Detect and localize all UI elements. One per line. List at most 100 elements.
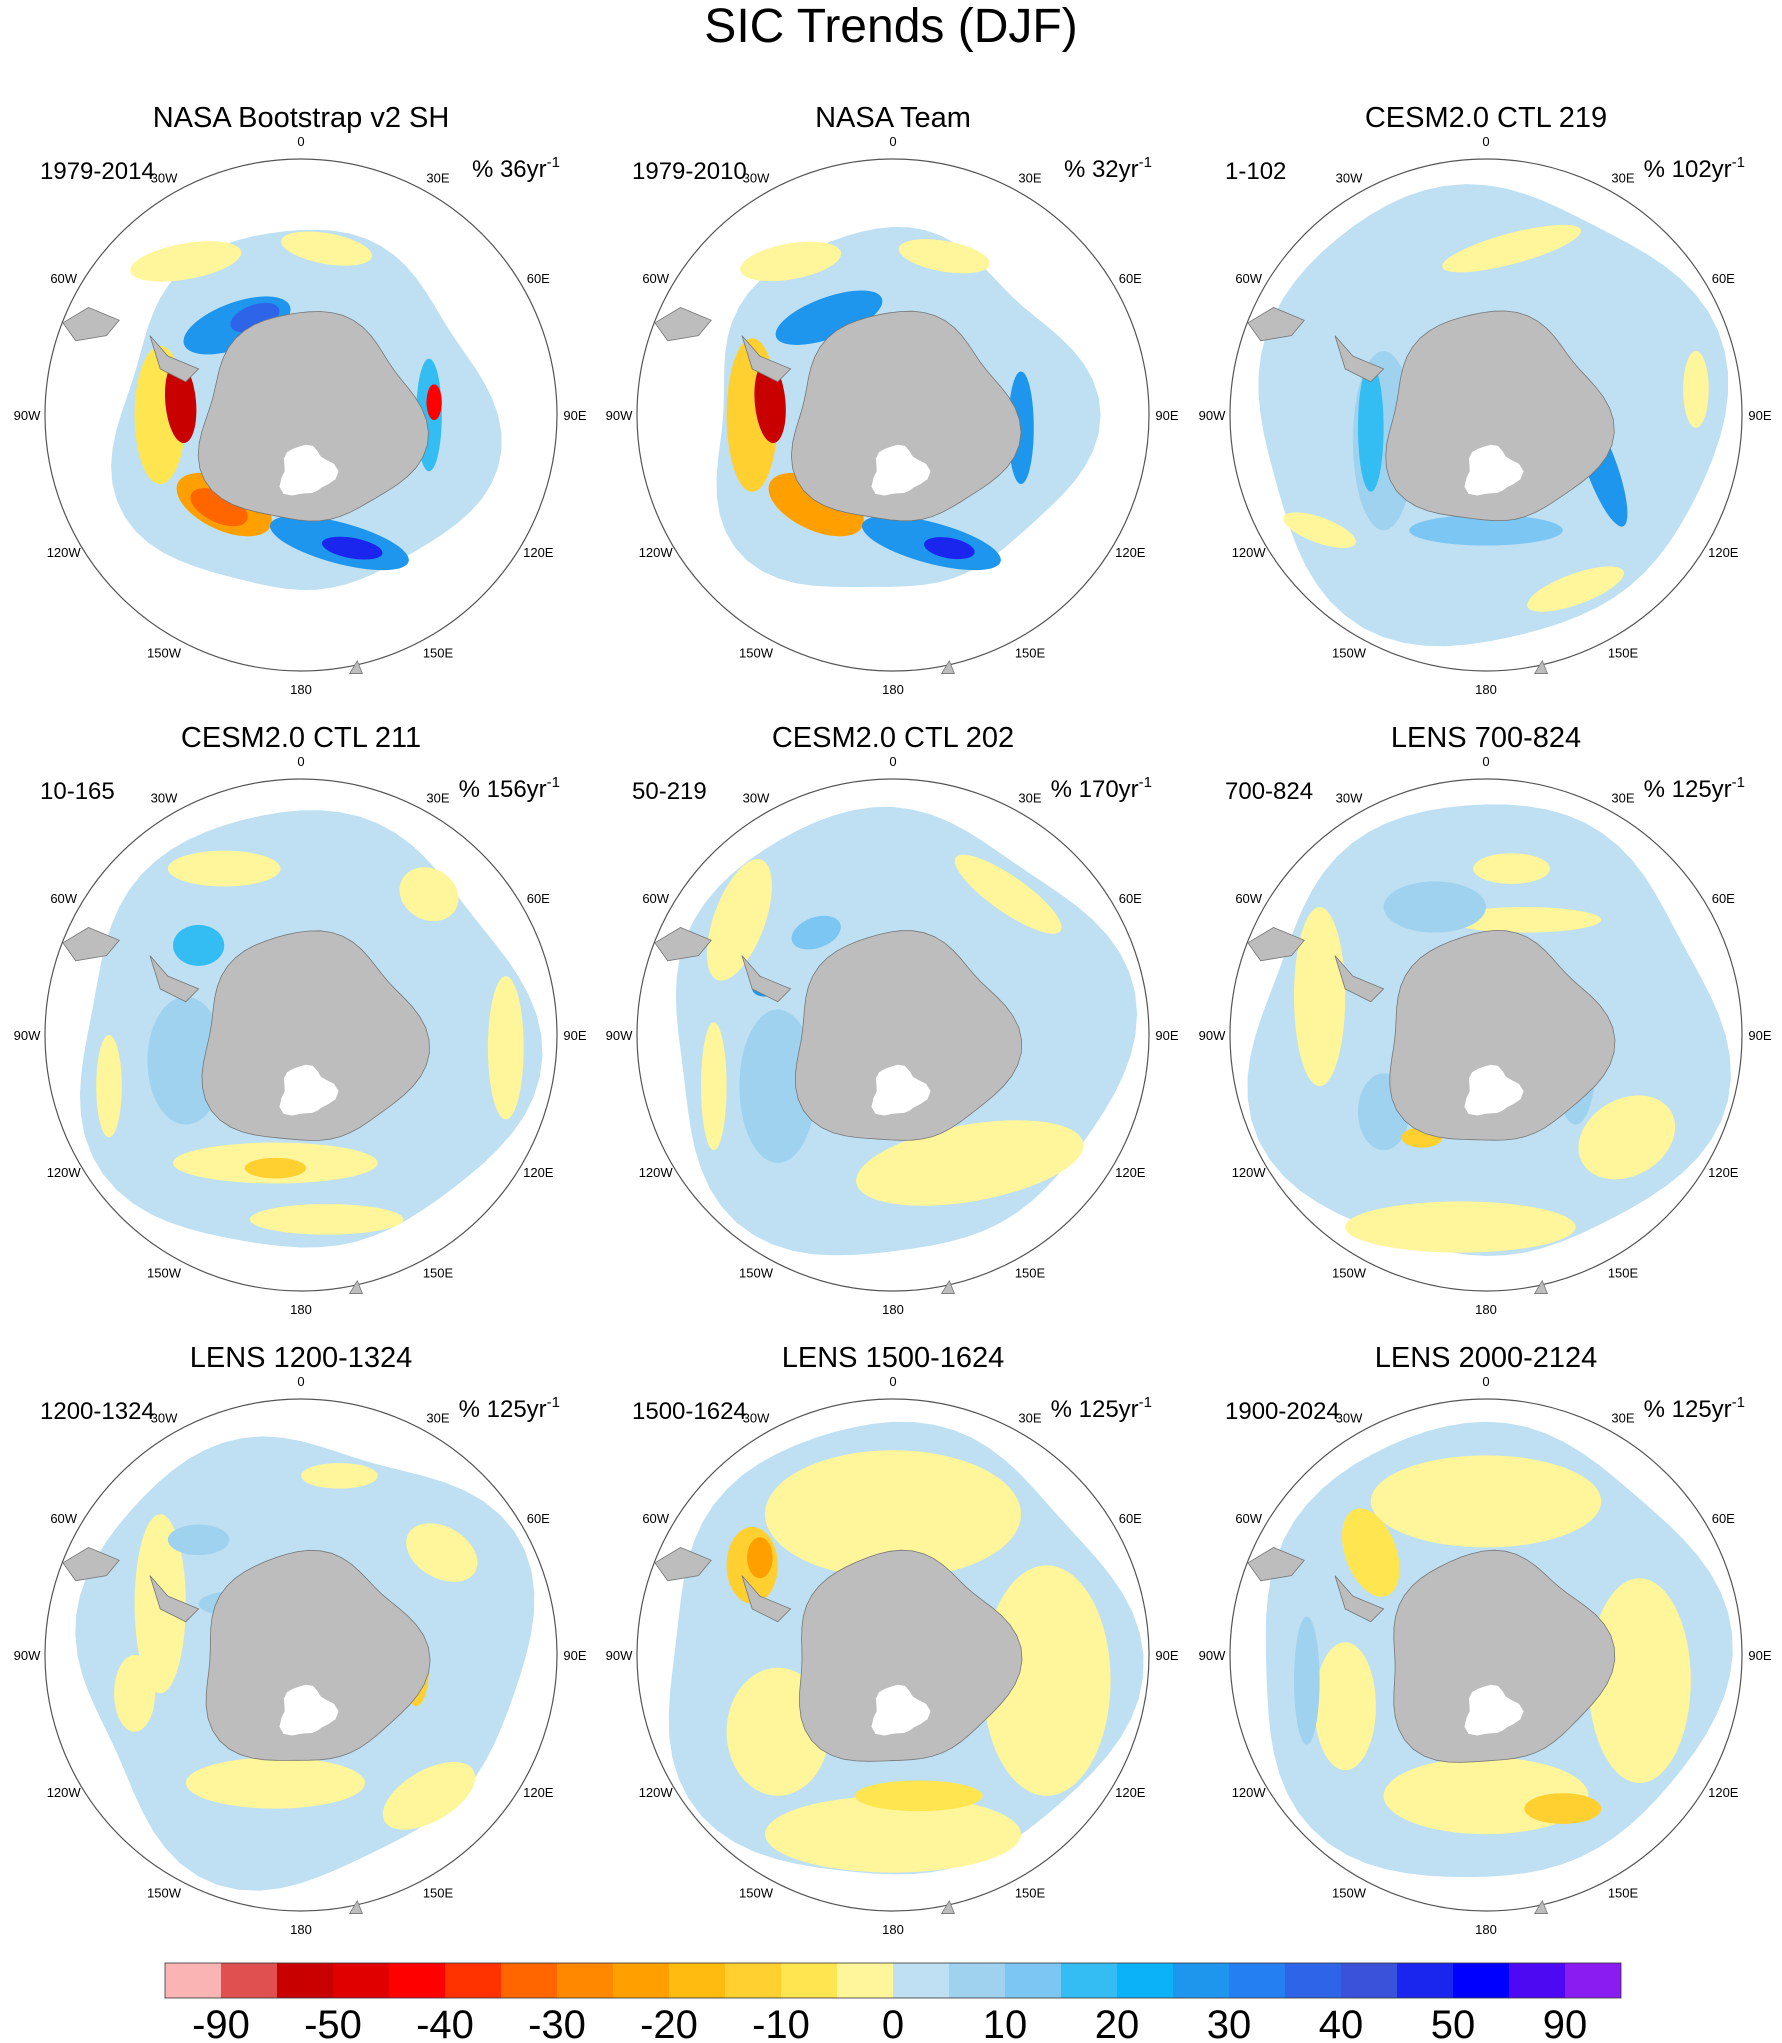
trend-patch — [96, 1035, 122, 1138]
longitude-label: 150E — [1608, 1265, 1639, 1280]
trend-patch — [765, 1795, 1021, 1873]
longitude-label: 0 — [1482, 1374, 1489, 1389]
trend-patch — [1527, 566, 1624, 612]
colorbar-swatch — [1005, 1963, 1061, 1998]
antarctic-peninsula — [741, 335, 792, 383]
antarctic-peninsula — [149, 335, 200, 383]
ross-ice-shelf — [871, 444, 931, 496]
trend-patch — [1345, 1201, 1576, 1253]
trend-patch — [1283, 512, 1356, 549]
longitude-label: 0 — [1482, 754, 1489, 769]
longitude-label: 30W — [743, 1411, 770, 1426]
panel-title: CESM2.0 CTL 219 — [1365, 102, 1607, 134]
trend-patch — [701, 1022, 727, 1151]
south-america-tip — [62, 307, 120, 342]
longitude-label: 60E — [1119, 1511, 1142, 1526]
longitude-label: 0 — [297, 134, 304, 149]
trend-patch — [1578, 1095, 1676, 1180]
panel-title: CESM2.0 CTL 202 — [772, 722, 1014, 754]
colorbar-tick-label: -20 — [640, 2003, 698, 2043]
longitude-label: 120W — [639, 1165, 674, 1180]
new-zealand-tip — [940, 1899, 956, 1914]
trend-patch — [856, 1120, 1084, 1206]
longitude-label: 150E — [1608, 1885, 1639, 1900]
longitude-label: 120E — [1115, 545, 1146, 560]
colorbar-swatch — [1565, 1963, 1621, 1998]
trend-patch — [1383, 881, 1487, 933]
panel-period: 1900-2024 — [1225, 1398, 1340, 1425]
trend-patch — [173, 924, 225, 966]
colorbar-tick-label: 0 — [882, 2003, 904, 2043]
antarctica-landmass — [1389, 930, 1616, 1141]
colorbar-swatch — [445, 1963, 501, 1998]
trend-patch — [1294, 907, 1346, 1087]
colorbar-swatch — [1453, 1963, 1509, 1998]
longitude-label: 150E — [423, 1265, 454, 1280]
colorbar-swatch — [1509, 1963, 1565, 1998]
panel-trend-scale: % 170yr-1 — [1051, 774, 1152, 803]
longitude-label: 60E — [1119, 271, 1142, 286]
longitude-label: 120W — [47, 1165, 82, 1180]
map-panel: CESM2.0 CTL 211 10-165 % 156yr-1 0 30E 60E 90E… — [14, 722, 587, 1317]
longitude-label: 120W — [47, 1785, 82, 1800]
colorbar-swatch — [333, 1963, 389, 1998]
trend-patch — [1358, 363, 1384, 492]
trend-patch — [924, 537, 975, 560]
longitude-label: 60W — [1235, 891, 1262, 906]
colorbar-swatch — [669, 1963, 725, 1998]
longitude-label: 60W — [50, 1511, 77, 1526]
longitude-label: 60E — [1712, 1511, 1735, 1526]
trend-patch — [747, 1537, 773, 1579]
south-america-tip — [654, 1547, 712, 1582]
longitude-label: 0 — [297, 1374, 304, 1389]
new-zealand-tip — [1533, 659, 1549, 674]
longitude-label: 120W — [1232, 1785, 1267, 1800]
trend-patch — [399, 867, 459, 922]
south-america-tip — [62, 1547, 120, 1582]
trend-patch — [321, 536, 383, 560]
longitude-label: 0 — [889, 134, 896, 149]
colorbar-swatch — [1285, 1963, 1341, 1998]
south-america-tip — [1247, 927, 1305, 962]
longitude-label: 120E — [523, 1785, 554, 1800]
longitude-label: 90E — [563, 1028, 586, 1043]
longitude-label: 90W — [606, 408, 633, 423]
colorbar-swatch — [389, 1963, 445, 1998]
longitude-label: 30W — [1336, 171, 1363, 186]
longitude-label: 90W — [14, 408, 41, 423]
panel-trend-scale: % 125yr-1 — [1051, 1394, 1152, 1423]
longitude-label: 90W — [1199, 408, 1226, 423]
colorbar-swatch — [725, 1963, 781, 1998]
panel-period: 1200-1324 — [40, 1398, 155, 1425]
trend-patch — [114, 1655, 156, 1732]
longitude-label: 180 — [882, 1922, 904, 1937]
longitude-label: 30E — [426, 791, 449, 806]
panel-trend-scale: % 125yr-1 — [1644, 1394, 1745, 1423]
antarctic-peninsula — [149, 1575, 200, 1623]
trend-patch — [1588, 1578, 1691, 1783]
antarctic-peninsula — [149, 955, 200, 1003]
longitude-label: 30E — [1611, 791, 1634, 806]
antarctic-peninsula — [741, 1575, 792, 1623]
trend-patch — [1683, 351, 1709, 428]
longitude-label: 150E — [1015, 1265, 1046, 1280]
colorbar-tick-label: -50 — [304, 2003, 362, 2043]
south-america-tip — [62, 927, 120, 962]
colorbar-swatch — [1229, 1963, 1285, 1998]
longitude-label: 120W — [47, 545, 82, 560]
new-zealand-tip — [348, 1899, 364, 1914]
trend-patch — [167, 1524, 230, 1556]
colorbar-tick-label: 20 — [1095, 2003, 1140, 2043]
ross-ice-shelf — [279, 1684, 339, 1736]
panel-title: LENS 1500-1624 — [782, 1342, 1005, 1374]
longitude-label: 60E — [1712, 271, 1735, 286]
longitude-label: 90W — [606, 1028, 633, 1043]
panel-trend-scale: % 32yr-1 — [1064, 154, 1152, 183]
panel-trend-scale: % 125yr-1 — [459, 1394, 560, 1423]
ross-ice-shelf — [279, 1064, 339, 1116]
colorbar-swatch — [221, 1963, 277, 1998]
panel-period: 1979-2014 — [40, 158, 155, 185]
ross-ice-shelf — [871, 1684, 931, 1736]
trend-patch — [854, 1780, 983, 1812]
